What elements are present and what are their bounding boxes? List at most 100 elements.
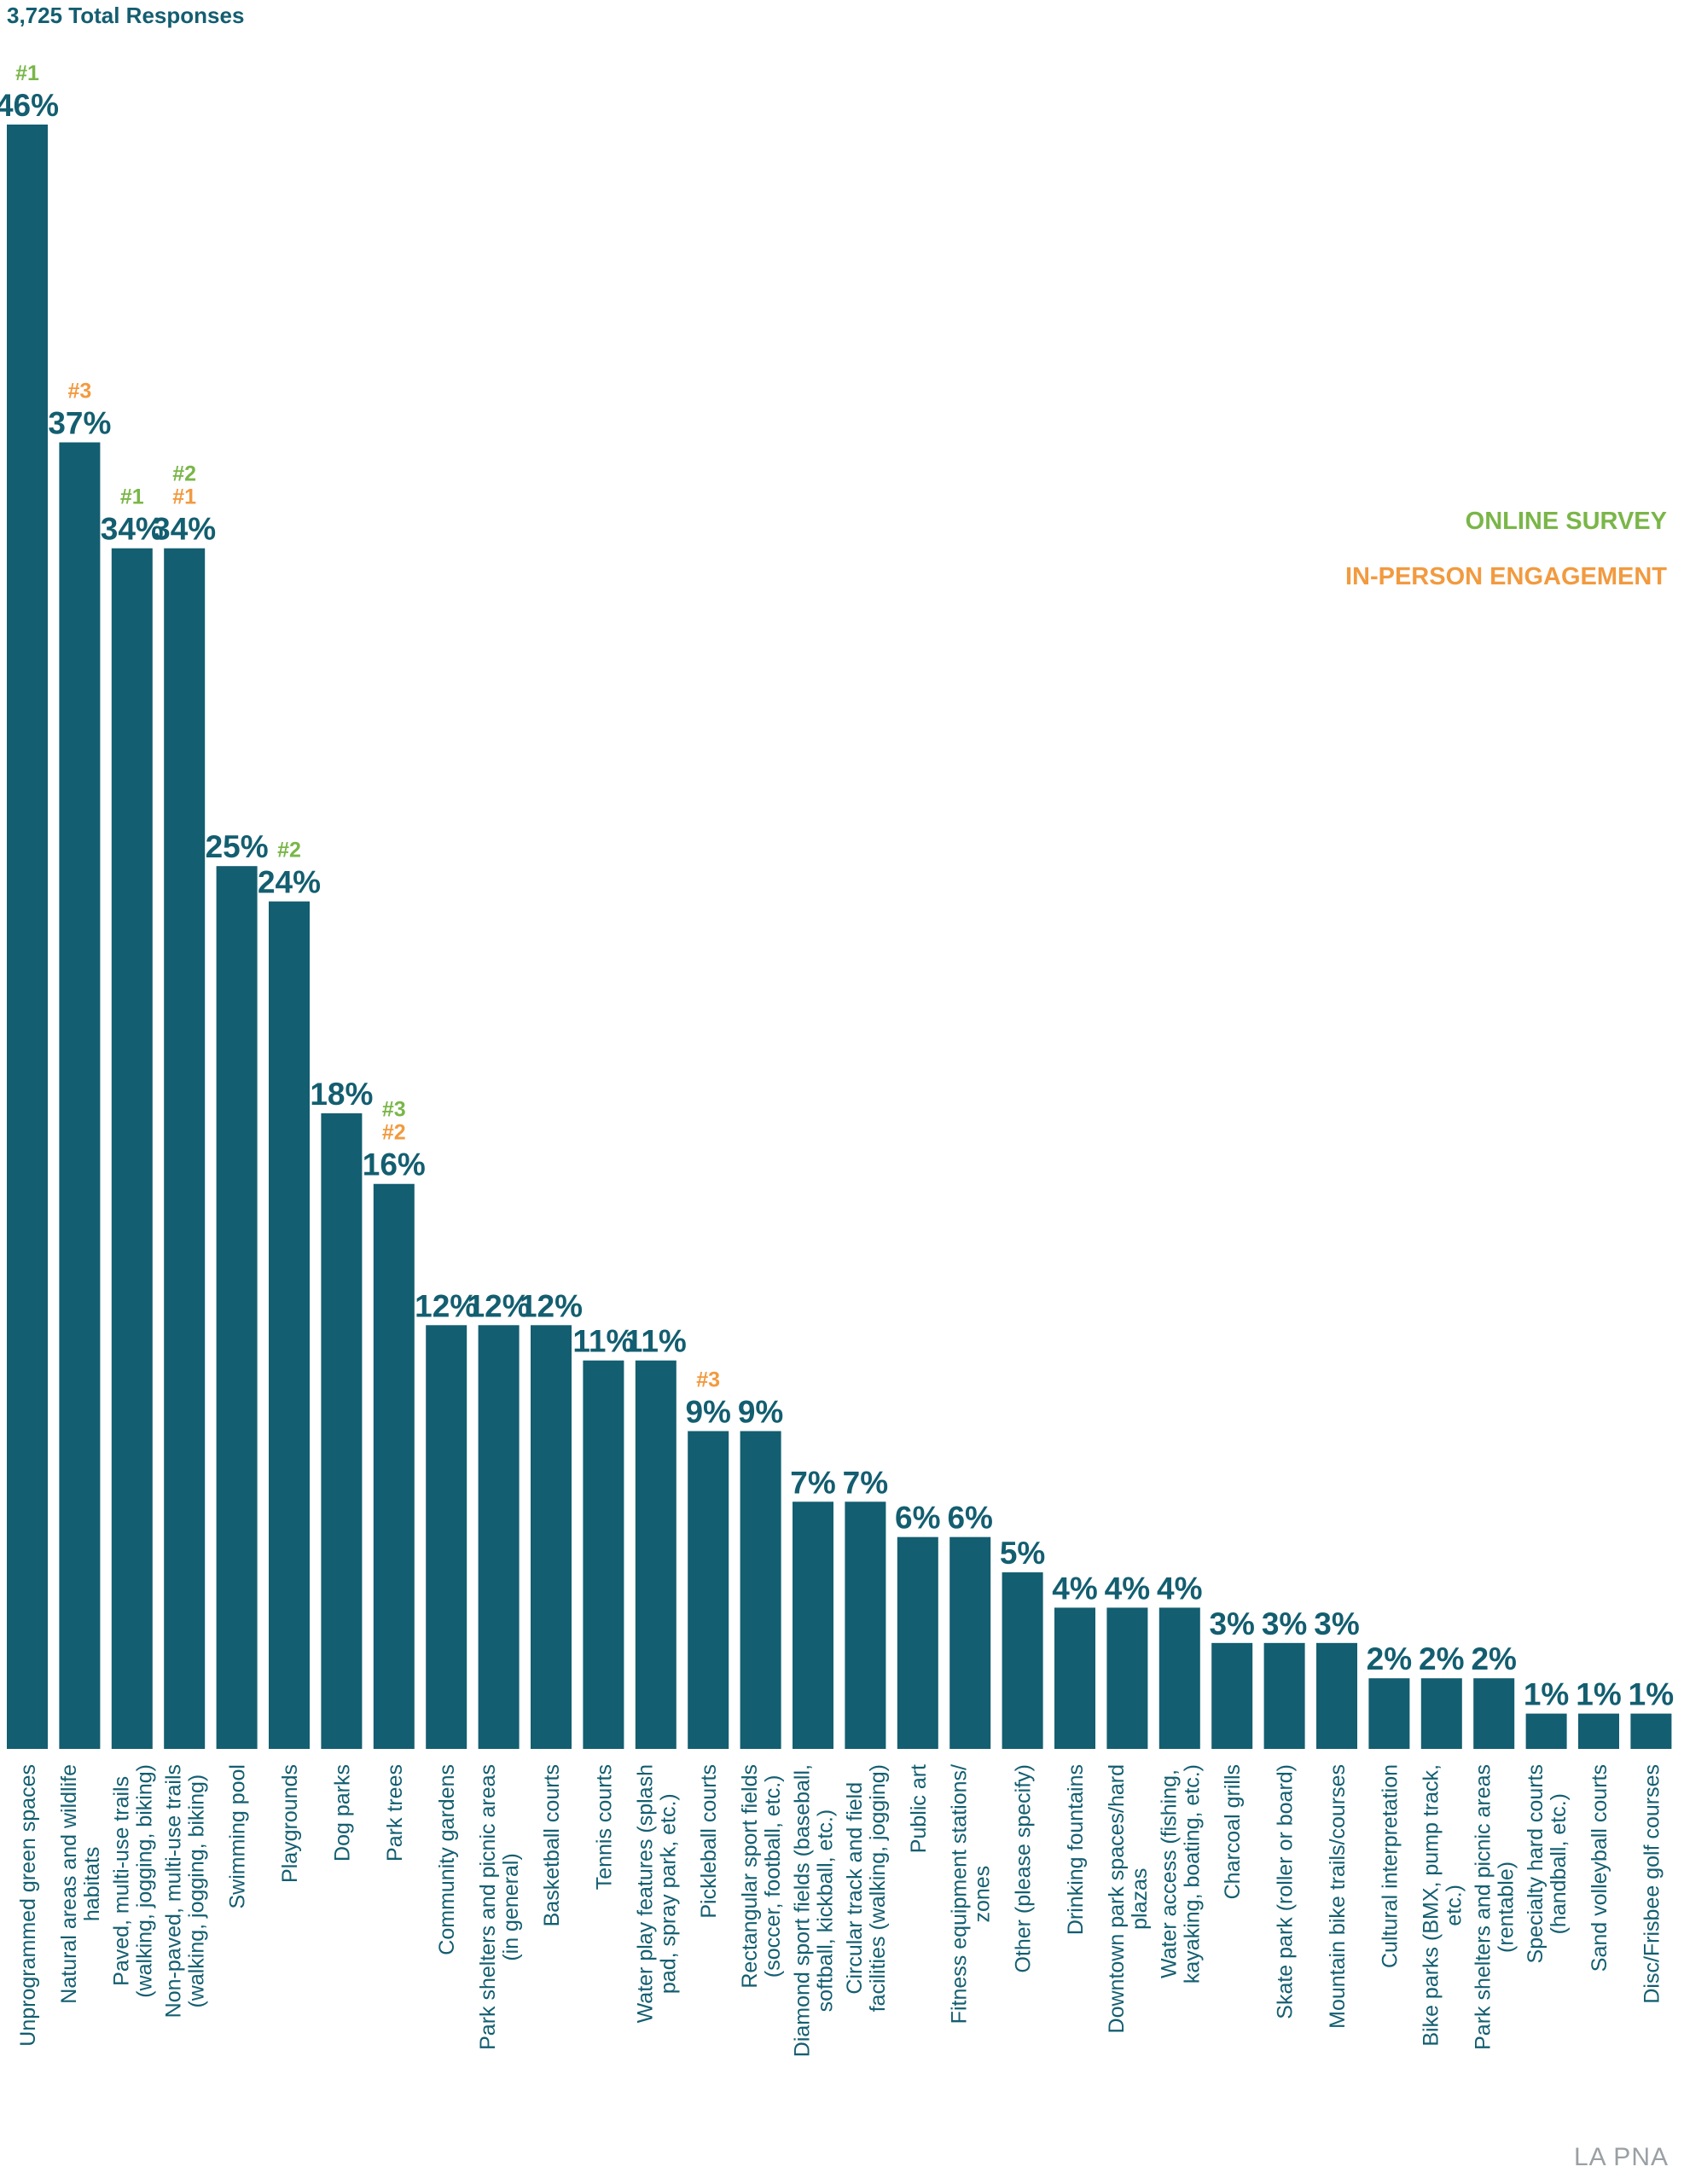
category-label-line: habitats xyxy=(80,1847,104,1922)
category-label-line: etc.) xyxy=(1442,1885,1466,1926)
category-label: Mountain bike trails/courses xyxy=(1326,1764,1350,2029)
category-label-line: (rentable) xyxy=(1495,1862,1519,1953)
value-label: 34% xyxy=(101,512,164,547)
category-label-line: (soccer, football, etc.) xyxy=(761,1775,785,1978)
category-label-line: Water access (fishing, xyxy=(1157,1769,1181,1978)
category-label: Public art xyxy=(907,1764,931,1853)
bar xyxy=(688,1431,729,1749)
category-label-line: (walking, jogging, biking) xyxy=(185,1774,209,2008)
bar xyxy=(1630,1713,1672,1749)
category-label: Disc/Frisbee golf courses xyxy=(1640,1764,1664,2004)
bar xyxy=(583,1360,624,1749)
category-label: Non-paved, multi-use trails (walking, jog… xyxy=(162,1764,209,2018)
bar xyxy=(1420,1678,1462,1749)
value-label: 5% xyxy=(1000,1536,1045,1571)
category-label-line: Park trees xyxy=(383,1764,407,1862)
category-label: Cultural interpretation xyxy=(1378,1764,1402,1968)
bar xyxy=(321,1112,363,1749)
value-label: 2% xyxy=(1367,1641,1412,1676)
category-label: Circular track and field facilities (walk… xyxy=(843,1764,890,2012)
bar xyxy=(1158,1607,1200,1749)
category-label-line: Circular track and field xyxy=(843,1782,867,1995)
value-label: 12% xyxy=(520,1288,583,1323)
category-label: Water play features (splash pad, spray pa… xyxy=(633,1764,680,2023)
category-label-line: Community gardens xyxy=(435,1764,459,1955)
category-label: Drinking fountains xyxy=(1064,1764,1088,1935)
value-label: 4% xyxy=(1157,1571,1202,1606)
value-label: 11% xyxy=(625,1324,687,1359)
category-label-line: Rectangular sport fields xyxy=(738,1764,762,1989)
value-label: 37% xyxy=(48,406,111,441)
category-label-line: (walking, jogging, biking) xyxy=(132,1764,156,1998)
bar xyxy=(426,1325,467,1749)
rank-badge: #1 xyxy=(172,485,196,509)
value-label: 6% xyxy=(947,1501,992,1536)
bar xyxy=(111,548,153,1749)
rank-badge: #1 xyxy=(15,61,39,85)
category-label: Basketball courts xyxy=(540,1764,564,1926)
category-label-line: Swimming pool xyxy=(226,1764,250,1909)
value-label: 2% xyxy=(1471,1641,1516,1676)
bar xyxy=(740,1431,781,1749)
category-label-line: Playgrounds xyxy=(278,1764,302,1883)
category-label-line: Bike parks (BMX, pump track, xyxy=(1419,1764,1443,2047)
category-label: Charcoal grills xyxy=(1221,1764,1245,1899)
value-label: 34% xyxy=(153,512,216,547)
category-label-line: kayaking, boating, etc.) xyxy=(1180,1764,1204,1984)
rank-badge: #1 xyxy=(120,485,144,509)
category-label: Downtown park spaces/hard plazas xyxy=(1105,1764,1152,2033)
bar xyxy=(897,1536,938,1749)
bar xyxy=(1263,1642,1305,1749)
category-label: Park trees xyxy=(383,1764,407,1862)
category-label-line: Unprogrammed green spaces xyxy=(16,1764,40,2047)
bar xyxy=(269,901,310,1749)
bar xyxy=(7,125,48,1749)
category-label-line: Non-paved, multi-use trails xyxy=(162,1764,186,2018)
bar xyxy=(59,442,101,1749)
value-label: 11% xyxy=(572,1324,634,1359)
category-label-line: (handball, etc.) xyxy=(1547,1793,1571,1934)
category-label-line: Diamond sport fields (baseball, xyxy=(791,1764,815,2057)
category-label: Natural areas and wildlife habitats xyxy=(57,1764,104,2004)
bar xyxy=(216,866,258,1749)
value-label: 3% xyxy=(1262,1606,1307,1641)
category-label-line: facilities (walking, jogging) xyxy=(866,1764,890,2012)
value-label: 25% xyxy=(206,829,269,864)
category-label: Other (please specify) xyxy=(1012,1764,1036,1973)
value-label: 9% xyxy=(685,1394,730,1429)
legend-online-survey: ONLINE SURVEY xyxy=(1466,508,1667,535)
bar xyxy=(164,548,206,1749)
rank-badge: #3 xyxy=(67,380,91,404)
value-label: 7% xyxy=(790,1465,835,1500)
category-label-line: Fitness equipment stations/ xyxy=(948,1764,972,2024)
category-label-line: Drinking fountains xyxy=(1064,1764,1088,1935)
rank-badge: #3 xyxy=(382,1098,406,1122)
category-label-line: Disc/Frisbee golf courses xyxy=(1640,1764,1664,2004)
category-label: Sand volleyball courts xyxy=(1588,1764,1611,1972)
value-label: 3% xyxy=(1314,1606,1359,1641)
chart-subtitle: 3,725 Total Responses xyxy=(7,3,244,28)
value-label: 4% xyxy=(1105,1571,1150,1606)
bar xyxy=(1473,1678,1515,1749)
category-label-line: Park shelters and picnic areas xyxy=(476,1764,500,2050)
bar xyxy=(1002,1572,1043,1749)
value-label: 1% xyxy=(1524,1677,1569,1712)
category-label: Dog parks xyxy=(330,1764,354,1862)
value-label: 12% xyxy=(415,1288,478,1323)
bar xyxy=(1316,1642,1357,1749)
category-label-line: Pickleball courts xyxy=(697,1764,721,1919)
category-label-line: Downtown park spaces/hard xyxy=(1105,1764,1129,2033)
category-label-line: (in general) xyxy=(499,1853,523,1960)
category-label-line: Park shelters and picnic areas xyxy=(1472,1764,1495,2050)
value-label: 24% xyxy=(258,865,321,900)
category-label: Unprogrammed green spaces xyxy=(16,1764,40,2047)
category-label-line: Specialty hard courts xyxy=(1524,1764,1548,1963)
value-label: 4% xyxy=(1052,1571,1097,1606)
category-label: Diamond sport fields (baseball, softball,… xyxy=(791,1764,838,2057)
bars-group: 46%#137%#334%#134%#2#125%24%#218%16%#3#2… xyxy=(0,61,1674,1749)
category-label: Bike parks (BMX, pump track, etc.) xyxy=(1419,1764,1466,2047)
category-label: Skate park (roller or board) xyxy=(1274,1764,1298,2019)
category-label-line: Skate park (roller or board) xyxy=(1274,1764,1298,2019)
value-label: 18% xyxy=(310,1077,373,1112)
